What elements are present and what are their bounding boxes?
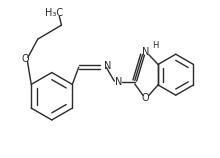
Text: H₃C: H₃C (45, 8, 63, 18)
Text: N: N (142, 47, 149, 57)
Text: H: H (152, 41, 158, 50)
Text: O: O (21, 54, 29, 64)
Text: O: O (142, 93, 149, 103)
Text: N: N (114, 77, 122, 87)
Text: N: N (104, 61, 112, 72)
